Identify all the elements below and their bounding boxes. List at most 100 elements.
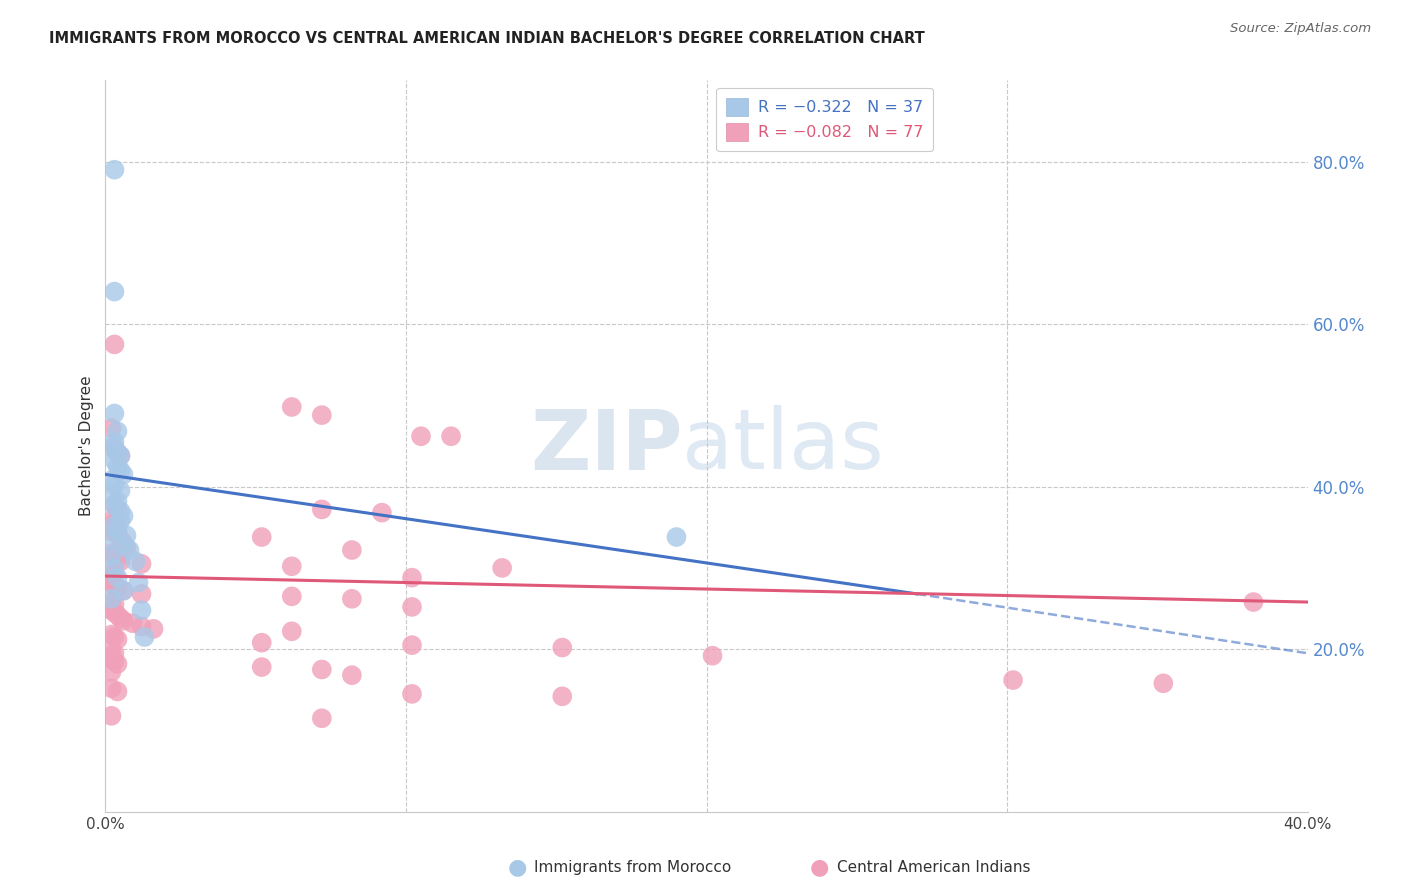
Point [103, 516, 125, 531]
Point [112, 583, 135, 598]
Point [401, 638, 423, 652]
Point [110, 504, 132, 518]
Point [131, 603, 153, 617]
Point [1002, 673, 1025, 687]
Point [103, 561, 125, 575]
Point [110, 449, 132, 463]
Point [100, 591, 122, 606]
Point [110, 611, 132, 625]
Point [103, 499, 125, 513]
Point [107, 445, 129, 459]
Point [103, 434, 125, 449]
Point [100, 595, 122, 609]
Point [103, 630, 125, 644]
Point [107, 459, 129, 474]
Point [142, 622, 165, 636]
Point [100, 489, 122, 503]
Point [311, 663, 333, 677]
Point [100, 708, 122, 723]
Point [103, 549, 125, 563]
Point [110, 514, 132, 528]
Point [311, 711, 333, 725]
Point [100, 533, 122, 547]
Point [100, 652, 122, 666]
Point [107, 581, 129, 595]
Point [281, 624, 304, 639]
Point [491, 561, 513, 575]
Point [107, 608, 129, 623]
Point [103, 518, 125, 533]
Point [128, 575, 150, 590]
Text: Immigrants from Morocco: Immigrants from Morocco [534, 860, 731, 874]
Point [551, 690, 574, 704]
Point [100, 546, 122, 560]
Point [118, 543, 141, 558]
Point [340, 668, 363, 682]
Point [107, 520, 129, 534]
Point [110, 533, 132, 547]
Point [250, 660, 273, 674]
Point [401, 687, 423, 701]
Point [110, 463, 132, 477]
Point [131, 557, 153, 571]
Point [250, 530, 273, 544]
Point [121, 616, 143, 631]
Point [110, 449, 132, 463]
Point [124, 554, 146, 568]
Y-axis label: Bachelor's Degree: Bachelor's Degree [79, 376, 94, 516]
Point [110, 554, 132, 568]
Point [107, 657, 129, 671]
Text: Central American Indians: Central American Indians [837, 860, 1031, 874]
Text: ZIP: ZIP [530, 406, 682, 486]
Point [401, 571, 423, 585]
Point [107, 571, 129, 585]
Point [112, 467, 135, 482]
Point [112, 583, 135, 598]
Point [281, 559, 304, 574]
Point [281, 400, 304, 414]
Point [103, 441, 125, 455]
Point [103, 407, 125, 421]
Text: ●: ● [810, 857, 830, 877]
Point [440, 429, 463, 443]
Point [103, 579, 125, 593]
Point [107, 632, 129, 647]
Point [100, 565, 122, 579]
Point [112, 614, 135, 628]
Legend: R = −0.322   N = 37, R = −0.082   N = 77: R = −0.322 N = 37, R = −0.082 N = 77 [716, 88, 934, 151]
Point [100, 627, 122, 641]
Point [100, 421, 122, 435]
Point [340, 591, 363, 606]
Point [100, 524, 122, 539]
Point [311, 502, 333, 516]
Point [311, 408, 333, 422]
Point [371, 506, 394, 520]
Point [103, 654, 125, 668]
Point [115, 528, 138, 542]
Point [103, 285, 125, 299]
Point [103, 598, 125, 612]
Point [107, 524, 129, 538]
Point [100, 575, 122, 590]
Point [103, 498, 125, 512]
Point [1152, 676, 1174, 690]
Text: IMMIGRANTS FROM MOROCCO VS CENTRAL AMERICAN INDIAN BACHELOR'S DEGREE CORRELATION: IMMIGRANTS FROM MOROCCO VS CENTRAL AMERI… [49, 31, 925, 46]
Point [107, 494, 129, 508]
Point [107, 425, 129, 439]
Point [131, 587, 153, 601]
Point [401, 599, 423, 614]
Point [103, 567, 125, 582]
Point [100, 603, 122, 617]
Text: ●: ● [508, 857, 527, 877]
Point [281, 590, 304, 604]
Point [115, 541, 138, 555]
Point [702, 648, 724, 663]
Point [103, 337, 125, 351]
Point [100, 549, 122, 563]
Point [107, 502, 129, 516]
Point [100, 665, 122, 679]
Point [100, 514, 122, 528]
Point [103, 478, 125, 492]
Point [100, 681, 122, 696]
Point [107, 551, 129, 566]
